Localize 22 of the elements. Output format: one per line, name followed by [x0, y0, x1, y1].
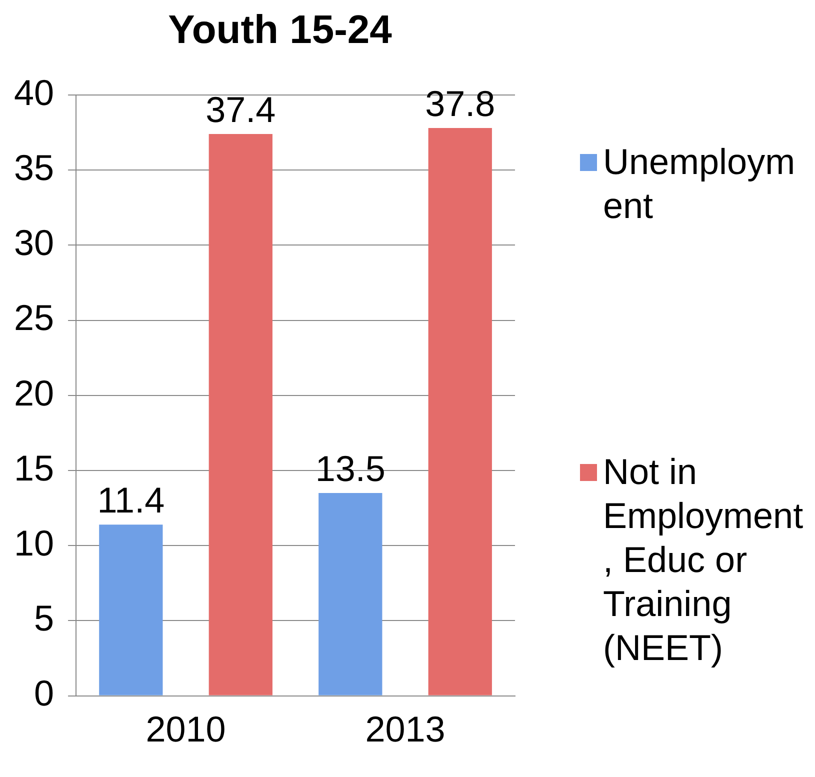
bar — [428, 128, 492, 696]
legend-label: Unemployment — [603, 140, 796, 228]
y-tick-label: 0 — [34, 672, 54, 714]
y-tick-label: 20 — [14, 372, 54, 414]
y-tick-label: 35 — [14, 147, 54, 188]
y-tick-label: 5 — [34, 598, 54, 639]
bar — [318, 493, 382, 696]
y-tick-label: 15 — [14, 447, 54, 488]
bar — [208, 134, 272, 696]
data-label: 11.4 — [97, 479, 165, 520]
y-tick-label: 10 — [14, 522, 54, 564]
x-tick-label: 2010 — [146, 708, 226, 750]
legend-label: Not in Employment, Educ or Training (NEET) — [603, 450, 804, 670]
y-tick-label: 25 — [14, 297, 54, 338]
data-label: 37.8 — [425, 82, 496, 124]
y-tick-label: 30 — [14, 222, 54, 264]
chart-title: Youth 15-24 — [167, 8, 393, 53]
data-label: 13.5 — [315, 448, 386, 489]
y-tick-label: 40 — [14, 72, 54, 113]
x-tick-label: 2013 — [365, 708, 446, 750]
bar — [99, 524, 163, 696]
data-label: 37.4 — [206, 88, 276, 130]
